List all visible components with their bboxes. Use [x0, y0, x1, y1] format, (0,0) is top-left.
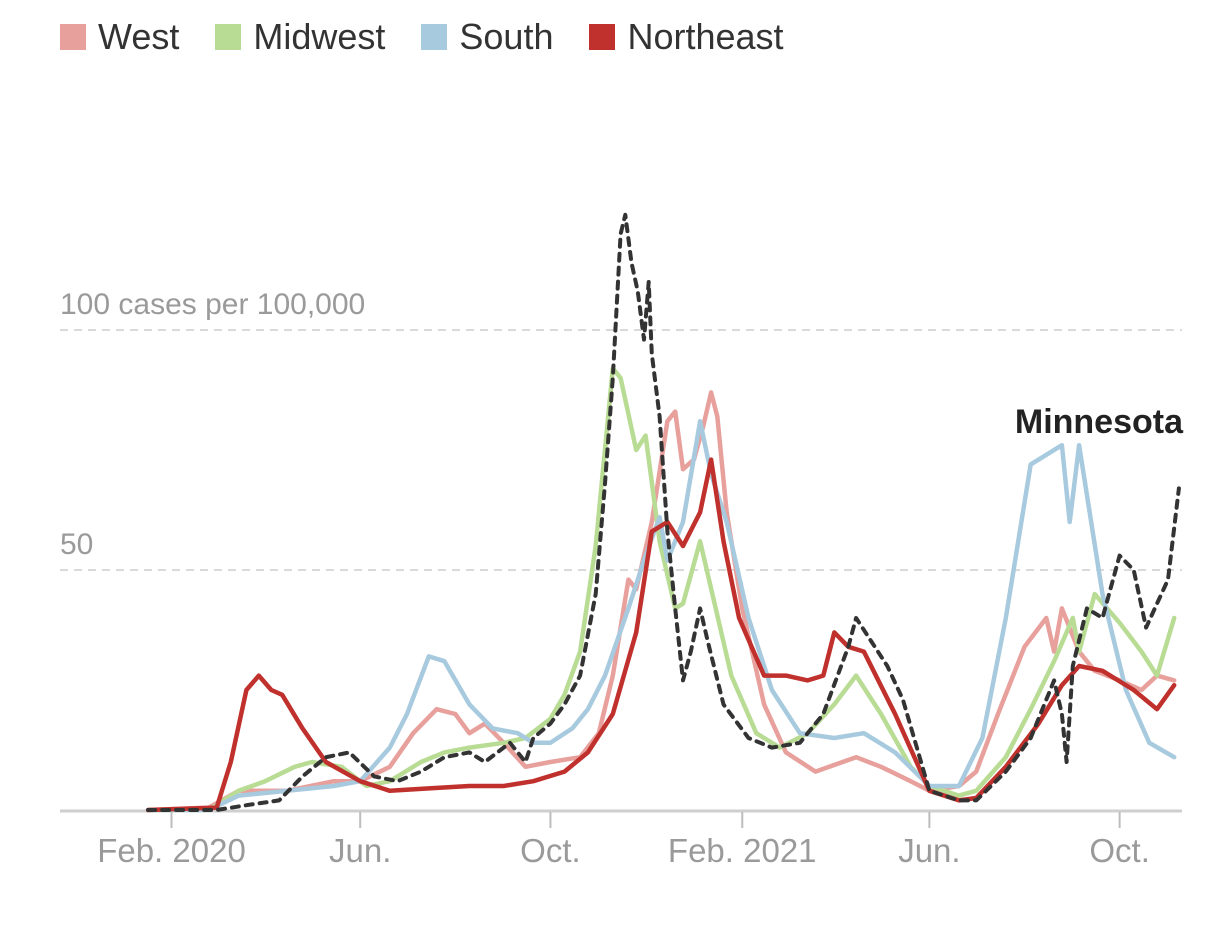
- x-axis: Feb. 2020 Jun. Oct. Feb. 2021 Jun. Oct.: [60, 809, 1182, 869]
- x-tick-label: Feb. 2021: [668, 832, 817, 869]
- legend-swatch: [589, 24, 616, 50]
- y-gridline-label: 100 cases per 100,000: [60, 288, 365, 321]
- legend-item-northeast: Northeast: [589, 16, 784, 58]
- legend-label: Midwest: [253, 16, 386, 57]
- legend-label: South: [459, 16, 554, 57]
- legend: West Midwest South Northeast: [60, 14, 820, 60]
- legend-item-midwest: Midwest: [215, 16, 385, 58]
- legend-swatch: [215, 24, 242, 50]
- legend-label: West: [98, 16, 180, 57]
- x-tick-label: Oct.: [1089, 832, 1150, 869]
- series-annotation-label: Minnesota: [1015, 403, 1184, 441]
- series-line-minnesota: [146, 212, 1181, 812]
- series-line-midwest: [145, 366, 1177, 813]
- series-lines: [145, 212, 1181, 813]
- x-tick-label: Feb. 2020: [97, 832, 246, 869]
- gridlines: 100 cases per 100,000 50: [60, 288, 1182, 571]
- legend-swatch: [60, 24, 86, 50]
- legend-label: Northeast: [627, 16, 784, 57]
- legend-swatch: [421, 24, 448, 50]
- x-tick-label: Jun.: [329, 832, 391, 869]
- annotations: Minnesota: [1015, 403, 1184, 441]
- legend-item-south: South: [421, 16, 553, 58]
- series-line-northeast: [145, 457, 1177, 813]
- series-line-south: [145, 418, 1177, 813]
- x-tick-label: Jun.: [898, 832, 960, 869]
- y-gridline-label: 50: [60, 528, 93, 561]
- x-tick-label: Oct.: [520, 832, 581, 869]
- legend-item-west: West: [60, 16, 179, 58]
